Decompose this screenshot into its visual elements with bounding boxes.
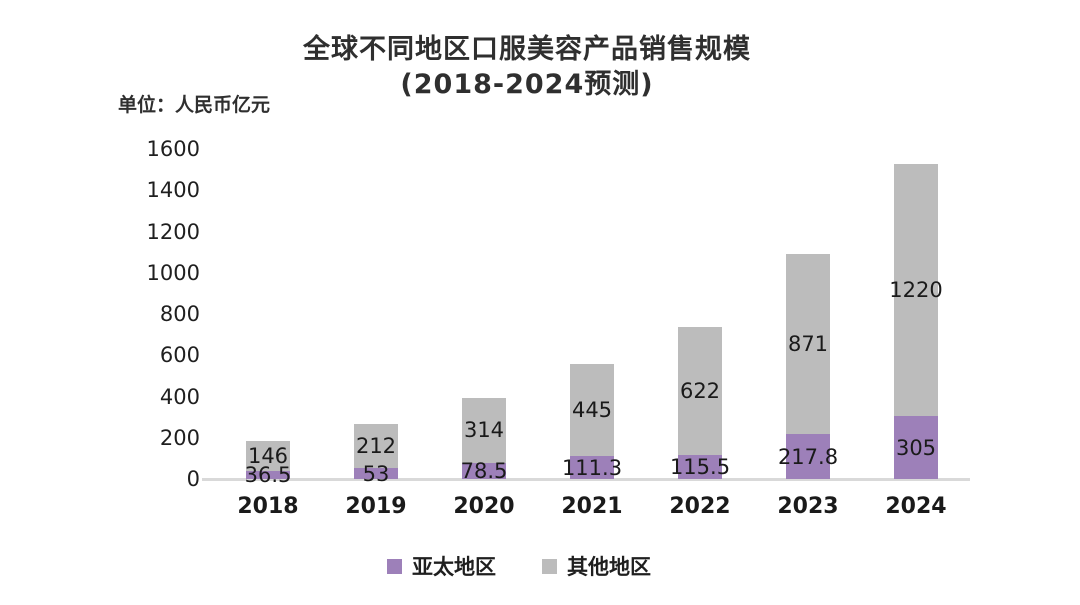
bar-segment: 445 <box>570 364 614 457</box>
segment-value-label: 212 <box>355 434 397 459</box>
unit-label: 单位：人民币亿元 <box>118 94 271 116</box>
bar-segment: 36.5 <box>245 463 292 487</box>
bar-segment: 217.8 <box>778 434 838 479</box>
bar-slot: 1220 305 <box>862 149 970 479</box>
legend-item-apac: 亚太地区 <box>387 551 496 581</box>
bar-slot: 622 115.5 <box>646 149 754 479</box>
segment-value-label: 1220 <box>889 278 943 303</box>
segment-value-label: 622 <box>679 379 721 404</box>
y-tick-label: 800 <box>159 302 200 326</box>
bar-segment: 78.5 <box>461 459 508 483</box>
bar-segment: 146 <box>246 441 290 472</box>
y-tick-label: 0 <box>186 467 200 491</box>
legend-item-other: 其他地区 <box>542 551 651 581</box>
legend-label-apac: 亚太地区 <box>412 555 496 579</box>
x-tick-label: 2019 <box>345 494 407 519</box>
y-tick-label: 1400 <box>146 178 200 203</box>
bar-segment: 314 <box>462 398 506 463</box>
bar-segment: 212 <box>354 424 398 469</box>
stacked-bar: 622 115.5 <box>670 326 730 479</box>
y-tick-label: 1600 <box>146 137 200 161</box>
segment-value-label: 445 <box>571 398 613 423</box>
y-axis: 0 200 400 600 800 1000 1200 1400 1600 <box>100 137 200 491</box>
legend: 亚太地区 其他地区 <box>0 551 1059 581</box>
segment-value-label: 36.5 <box>244 463 292 488</box>
segment-value-label: 217.8 <box>777 444 839 469</box>
bar-segment: 115.5 <box>670 455 730 479</box>
bar-slot: 314 78.5 <box>430 149 538 483</box>
legend-swatch-other <box>542 558 557 574</box>
y-tick-label: 400 <box>159 384 200 409</box>
segment-value-label: 111.3 <box>561 455 623 480</box>
y-tick-label: 1200 <box>146 219 200 244</box>
bar-segment: 622 <box>678 326 722 456</box>
y-tick-label: 600 <box>159 343 200 368</box>
x-tick-label: 2023 <box>777 494 839 519</box>
segment-value-label: 314 <box>463 418 505 443</box>
y-tick-label: 200 <box>159 425 200 450</box>
x-tick-label: 2024 <box>885 494 947 519</box>
segment-value-label: 146 <box>247 444 289 469</box>
bar-segment: 871 <box>786 254 830 435</box>
stacked-bar: 1220 305 <box>889 164 943 479</box>
chart-title-line2: (2018-2024预测) <box>400 69 654 100</box>
x-axis-baseline <box>202 478 970 481</box>
bar-slot: 146 36.5 <box>214 149 322 487</box>
bar-segment: 305 <box>894 416 938 479</box>
plot-area: 146 36.5 212 53 314 78.5 445 111.3 622 115.5 871 21… <box>214 149 970 487</box>
bar-slot: 871 217.8 <box>754 149 862 479</box>
stacked-bar: 212 53 <box>354 424 398 486</box>
segment-value-label: 78.5 <box>460 458 508 483</box>
legend-swatch-apac <box>387 558 402 574</box>
bar-slot: 445 111.3 <box>538 149 646 480</box>
bar-segment: 53 <box>354 462 398 486</box>
stacked-bar: 871 217.8 <box>778 254 838 479</box>
x-tick-label: 2021 <box>561 494 623 519</box>
bar-segment: 1220 <box>889 164 943 417</box>
y-tick-label: 1000 <box>146 260 200 285</box>
x-axis: 2018 2019 2020 2021 2022 2023 2024 <box>214 494 970 519</box>
stacked-bar: 314 78.5 <box>461 398 508 483</box>
x-tick-label: 2018 <box>237 494 299 519</box>
chart-title-line1: 全球不同地区口服美容产品销售规模 <box>303 34 751 65</box>
segment-value-label: 305 <box>895 435 937 460</box>
segment-value-label: 53 <box>362 461 390 486</box>
stacked-bar: 146 36.5 <box>245 441 292 487</box>
bar-slot: 212 53 <box>322 149 430 486</box>
bar-segment: 111.3 <box>562 456 622 480</box>
x-tick-label: 2020 <box>453 494 515 519</box>
segment-value-label: 115.5 <box>669 455 731 480</box>
stacked-bar: 445 111.3 <box>562 364 622 480</box>
x-tick-label: 2022 <box>669 494 731 519</box>
chart-title: 全球不同地区口服美容产品销售规模 (2018-2024预测) <box>0 32 1054 102</box>
legend-label-other: 其他地区 <box>567 555 651 579</box>
segment-value-label: 871 <box>787 332 829 357</box>
